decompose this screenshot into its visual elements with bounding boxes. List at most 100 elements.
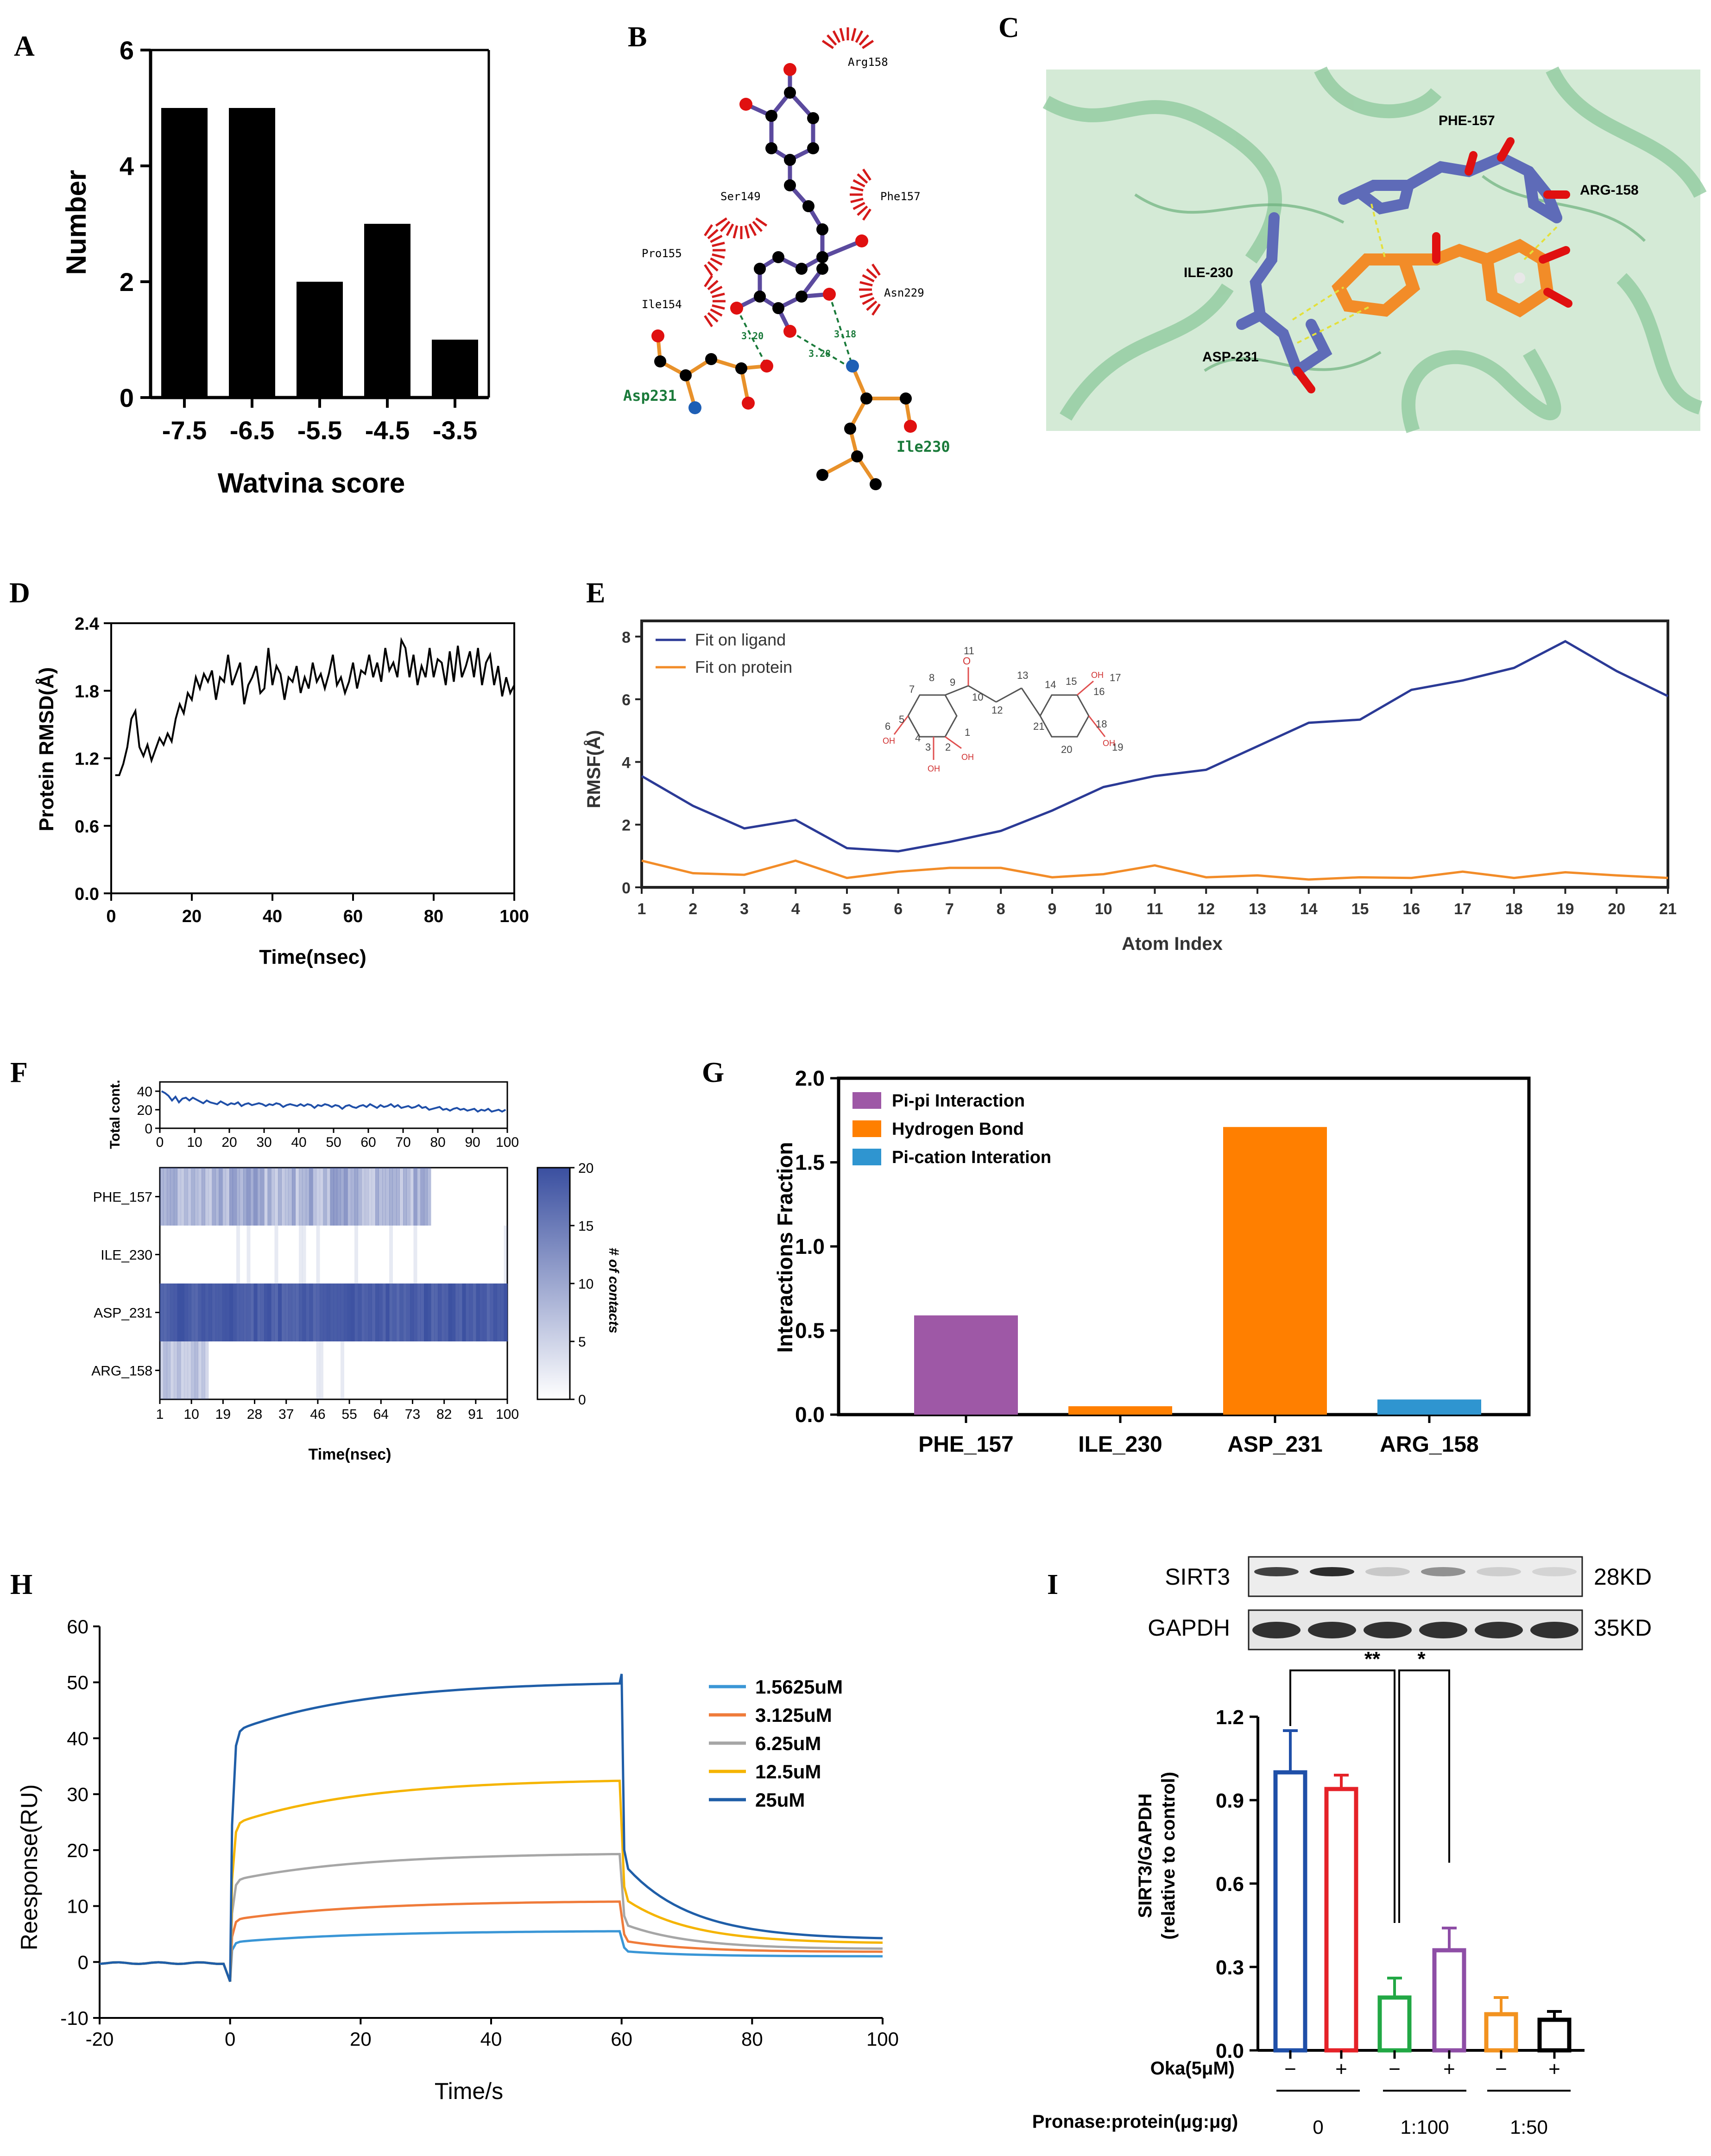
f-cell-asp231 [160,1283,164,1341]
mol-oh-3: OH [961,752,974,762]
f-cell-arg158 [341,1341,344,1399]
h-xtick-label: 20 [350,2028,372,2050]
contact-arc-line [712,292,725,298]
f-cell-phe157 [236,1168,240,1226]
f-cell-asp231 [191,1283,195,1341]
e-xtick-label: 9 [1048,900,1057,918]
a-bar [297,282,343,398]
e-xtick-label: 17 [1454,900,1471,918]
h-ytick-label: 30 [67,1783,88,1805]
h-curve-1.5625uM [99,1930,883,1982]
f-bottom-xtick-label: 37 [278,1407,294,1422]
panel-letter-g: G [702,1057,724,1088]
residue-pro155: Pro155 [642,247,682,260]
f-cell-asp231 [281,1283,285,1341]
contact-arc-line [710,308,723,317]
contact-arc-line [710,234,723,243]
h-ytick-label: -10 [60,2007,88,2029]
f-cell-asp231 [358,1283,362,1341]
f-top-xtick-label: 80 [430,1135,445,1150]
a-bar [161,108,208,398]
f-cell-phe157 [222,1168,226,1226]
contact-arc-line [707,261,719,272]
f-cell-asp231 [323,1283,327,1341]
panel-letter-e: E [586,577,605,609]
f-cell-asp231 [365,1283,369,1341]
f-cell-asp231 [403,1283,407,1341]
f-cell-phe157 [341,1168,344,1226]
f-cell-phe157 [424,1168,428,1226]
f-cell-asp231 [396,1283,400,1341]
mol-number-10: 10 [972,691,983,703]
f-cell-phe157 [233,1168,237,1226]
contact-arc-line [826,34,837,46]
f-cell-asp231 [379,1283,383,1341]
blot-band-gapdh [1530,1622,1578,1638]
panel-letter-i: I [1047,1569,1058,1600]
contact-arc-line [720,221,731,232]
f-cell-asp231 [382,1283,386,1341]
contact-arc-line [712,253,725,259]
h-bonds [736,294,853,367]
d-ytick-label: 0.6 [75,817,99,836]
f-cell-phe157 [195,1168,198,1226]
contact-arc-line [704,224,713,236]
f-cell-phe157 [212,1168,216,1226]
mol-number-17: 17 [1110,672,1121,683]
f-cell-asp231 [413,1283,417,1341]
f-cell-phe157 [198,1168,202,1226]
f-top-ytick-label: 20 [137,1103,152,1118]
c-label-arg158: ARG-158 [1580,183,1639,198]
f-cell-asp231 [480,1283,483,1341]
g-legend: Pi-pi Interaction Hydrogen Bond Pi-catio… [852,1091,1051,1167]
f-cell-phe157 [389,1168,393,1226]
f-bottom-xtick-label: 19 [215,1407,231,1422]
f-cell-asp231 [246,1283,251,1341]
f-cell-asp231 [459,1283,462,1341]
blot-band-gapdh [1308,1622,1356,1638]
blot-gapdh [1248,1609,1583,1650]
panel-letter-h: H [10,1569,32,1600]
blot-band-sirt3 [1532,1567,1577,1576]
f-cell-phe157 [316,1168,320,1226]
f-cell-asp231 [500,1283,504,1341]
f-cell-arg158 [320,1341,323,1399]
ligand-atoms [651,63,917,490]
mol-number-8: 8 [929,672,934,683]
f-cell-phe157 [288,1168,292,1226]
sig-brackets [1289,1669,1450,1923]
f-cell-phe157 [372,1168,376,1226]
f-cell-phe157 [354,1168,358,1226]
f-cell-phe157 [382,1168,386,1226]
mol-oh-5: OH [1103,739,1115,748]
residue-phe157: Phe157 [880,190,921,203]
f-colorbar-tick-label: 0 [578,1392,586,1408]
f-cell-phe157 [337,1168,341,1226]
f-cell-asp231 [434,1283,438,1341]
c-label-asp231: ASP-231 [1202,349,1259,365]
treatment-sign: − [1495,2058,1507,2080]
f-cell-ile230 [316,1226,320,1283]
f-cell-phe157 [334,1168,337,1226]
f-cell-asp231 [486,1283,490,1341]
f-top-xtick-label: 0 [156,1135,164,1150]
f-cell-phe157 [188,1168,191,1226]
panel-d: D 0.0 0.6 1.2 1.8 2.4 0 20 40 60 80 100 Time(nsec)… [9,577,529,968]
a-ytick-label: 0 [120,383,134,412]
f-cell-asp231 [229,1283,233,1341]
f-cell-asp231 [202,1283,205,1341]
mol-number-7: 7 [909,683,915,695]
d-xlabel: Time(nsec) [259,946,366,968]
f-cell-phe157 [399,1168,404,1226]
contact-arc-line [732,225,739,239]
f-cell-asp231 [334,1283,337,1341]
e-legend: Fit on ligand Fit on protein [656,630,792,677]
f-bottom-xtick-label: 100 [496,1407,519,1422]
i-ytick-label: 1.2 [1216,1706,1244,1729]
d-ytick-label: 1.8 [75,682,99,702]
f-cell-phe157 [410,1168,414,1226]
mol-number-14: 14 [1045,679,1056,690]
f-top-ytick-label: 0 [145,1121,152,1137]
f-cell-phe157 [351,1168,355,1226]
blot-band-gapdh [1419,1622,1467,1638]
